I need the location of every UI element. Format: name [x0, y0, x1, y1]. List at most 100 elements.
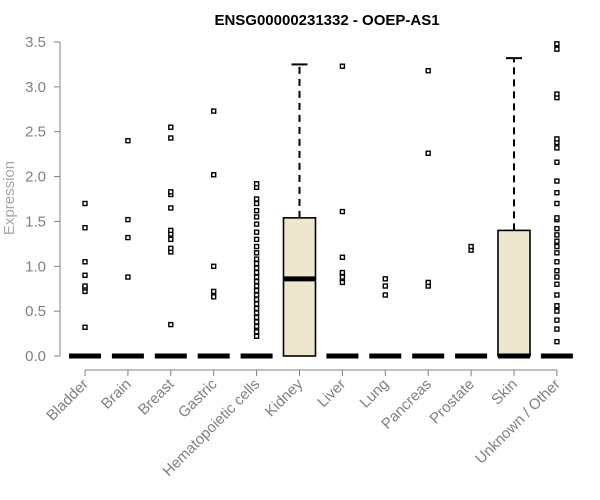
outlier-point — [168, 236, 174, 243]
outlier-point — [210, 263, 217, 269]
outlier-point — [425, 279, 431, 286]
outlier-point — [210, 108, 217, 114]
x-tick-label: Liver — [314, 376, 349, 411]
outlier-point — [554, 292, 560, 298]
outlier-point — [554, 46, 560, 52]
outlier-point — [253, 329, 260, 335]
outlier-point — [253, 278, 260, 285]
x-tick-label: Prostate — [426, 376, 478, 428]
outlier-point — [82, 272, 88, 278]
outlier-point — [554, 317, 560, 323]
outlier-point — [554, 41, 560, 47]
outlier-point — [339, 208, 346, 215]
outlier-point — [253, 207, 260, 214]
outlier-point — [253, 305, 260, 312]
outlier-point — [554, 268, 560, 274]
outlier-point — [253, 214, 260, 220]
outlier-point — [125, 137, 131, 144]
outlier-point — [382, 276, 388, 282]
outlier-point — [125, 234, 131, 241]
y-tick-label: 1.0 — [25, 258, 46, 275]
outlier-point — [253, 250, 260, 256]
outlier-point — [168, 321, 174, 328]
outlier-point — [253, 333, 260, 339]
outlier-point — [339, 254, 346, 261]
outlier-point — [168, 189, 174, 195]
outlier-point — [339, 269, 346, 276]
y-tick-label: 2.0 — [25, 169, 46, 186]
outlier-point — [253, 283, 260, 289]
outlier-point — [253, 256, 260, 262]
box-body — [497, 229, 531, 357]
y-tick-label: 0.5 — [25, 303, 46, 320]
outlier-point — [82, 225, 88, 231]
outlier-point — [168, 205, 174, 211]
box-group — [412, 68, 445, 359]
outlier-point — [253, 243, 260, 250]
outlier-point — [554, 338, 560, 345]
outlier-point — [554, 281, 560, 287]
y-tick-label: 3.0 — [25, 79, 46, 96]
box-body — [282, 217, 317, 357]
outlier-point — [554, 215, 560, 221]
outlier-point — [554, 250, 560, 256]
outlier-point — [425, 150, 431, 156]
outlier-point — [339, 274, 346, 280]
outlier-point — [253, 265, 260, 271]
outlier-point — [168, 124, 174, 130]
box-group — [240, 181, 273, 359]
outlier-point — [382, 283, 388, 289]
outlier-point — [554, 232, 560, 238]
outlier-point — [554, 243, 560, 250]
box-series — [69, 41, 573, 359]
box-group — [497, 57, 531, 359]
outlier-point — [554, 159, 560, 165]
outlier-point — [554, 259, 560, 265]
x-tick-label: Skin — [488, 376, 521, 409]
x-tick-label: Bladder — [43, 376, 92, 425]
outlier-point — [253, 319, 260, 325]
box-group — [282, 63, 317, 357]
outlier-point — [253, 229, 260, 235]
box-group — [197, 108, 230, 359]
box-group — [69, 200, 101, 359]
box-group — [455, 243, 488, 359]
outlier-point — [554, 303, 560, 309]
outlier-point — [125, 216, 131, 223]
outlier-point — [425, 68, 431, 74]
outlier-point — [339, 279, 346, 286]
outlier-point — [253, 287, 260, 294]
outlier-point — [554, 274, 560, 280]
outlier-point — [554, 145, 560, 151]
y-tick-label: 0.0 — [25, 348, 46, 365]
x-tick-label: Kidney — [262, 375, 307, 420]
outlier-point — [253, 301, 260, 307]
outlier-point — [82, 283, 88, 289]
outlier-point — [554, 238, 560, 244]
outlier-point — [168, 135, 174, 141]
outlier-point — [253, 292, 260, 298]
outlier-point — [554, 190, 560, 196]
outlier-point — [554, 136, 560, 142]
y-axis-ticks: 0.0 0.5 1.0 1.5 2.0 2.5 3.0 3.5 — [25, 34, 60, 365]
outlier-point — [554, 326, 560, 332]
outlier-point — [253, 274, 260, 280]
outlier-point — [554, 225, 560, 232]
outlier-point — [253, 296, 260, 303]
outlier-point — [168, 245, 174, 252]
outlier-point — [253, 236, 260, 243]
x-tick-label: Breast — [135, 375, 178, 418]
x-tick-label: Lung — [357, 376, 393, 412]
outlier-point — [82, 200, 88, 207]
outlier-point — [253, 200, 260, 207]
outlier-point — [253, 196, 260, 202]
box-group — [369, 276, 402, 359]
box-group — [326, 63, 359, 359]
chart-title: ENSG00000231332 - OOEP-AS1 — [214, 12, 439, 29]
outlier-point — [339, 63, 346, 69]
outlier-point — [382, 292, 388, 298]
y-axis-title: Expression — [1, 161, 18, 235]
outlier-point — [168, 227, 174, 234]
